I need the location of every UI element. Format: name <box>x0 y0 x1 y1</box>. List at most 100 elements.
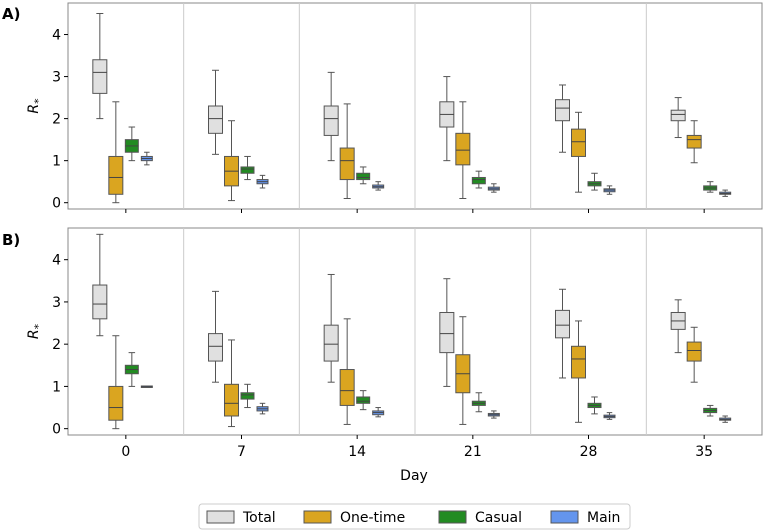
box-one-time-day-21 <box>455 316 471 425</box>
legend-label: Total <box>242 510 276 526</box>
x-tick-label: 28 <box>580 444 598 460</box>
box-one-time-day-14 <box>339 103 355 199</box>
y-tick-label: 2 <box>52 112 61 128</box>
box-body <box>686 341 702 362</box>
box-main-day-21 <box>487 183 500 193</box>
y-tick-label: 1 <box>52 379 61 395</box>
y-tick-label: 3 <box>52 70 61 86</box>
x-axis-label: Day <box>400 468 428 484</box>
x-tick-label: 14 <box>348 444 366 460</box>
box-one-time-day-0 <box>108 335 124 430</box>
box-body <box>356 396 371 404</box>
box-body <box>323 105 339 136</box>
box-total-day-28 <box>555 288 570 379</box>
box-main-day-28 <box>603 185 616 195</box>
box-body <box>471 176 486 185</box>
box-main-day-0 <box>140 151 153 166</box>
box-body <box>108 385 124 421</box>
box-total-day-7 <box>208 290 223 383</box>
legend-item-one-time: One-time <box>303 510 405 526</box>
box-body <box>571 128 586 157</box>
box-total-day-35 <box>670 299 686 354</box>
box-one-time-day-0 <box>108 101 124 204</box>
box-one-time-day-7 <box>224 339 239 428</box>
box-body <box>439 311 455 354</box>
box-one-time-day-35 <box>686 120 702 164</box>
box-one-time-day-14 <box>339 318 355 425</box>
box-total-day-14 <box>323 273 339 383</box>
box-body <box>92 59 108 94</box>
y-tick-label: 0 <box>52 422 61 438</box>
box-total-day-35 <box>670 97 686 139</box>
box-main-day-7 <box>256 402 269 415</box>
box-casual-day-35 <box>703 404 718 417</box>
box-one-time-day-21 <box>455 101 471 199</box>
box-body <box>670 109 686 122</box>
box-main-day-35 <box>719 415 732 423</box>
box-main-day-14 <box>372 407 385 418</box>
box-casual-day-28 <box>587 172 602 191</box>
box-casual-day-0 <box>124 352 139 387</box>
box-casual-day-21 <box>471 392 486 413</box>
box-body <box>323 324 339 362</box>
box-body <box>455 132 471 166</box>
box-total-day-0 <box>92 233 108 337</box>
box-body <box>571 345 586 379</box>
box-total-day-7 <box>208 69 223 155</box>
x-tick-label: 35 <box>695 444 713 460</box>
box-one-time-day-28 <box>571 111 586 193</box>
y-tick-label: 2 <box>52 337 61 353</box>
box-casual-day-0 <box>124 126 139 162</box>
box-total-day-0 <box>92 13 108 120</box>
box-total-day-14 <box>323 71 339 162</box>
box-total-day-21 <box>439 278 455 387</box>
box-casual-day-7 <box>240 383 255 409</box>
box-casual-day-35 <box>703 181 718 193</box>
box-body <box>108 155 124 195</box>
panel-letter: B) <box>2 231 20 249</box>
box-main-day-28 <box>603 412 616 420</box>
legend-swatch <box>206 510 235 524</box>
box-body <box>224 383 239 417</box>
box-body <box>555 99 570 122</box>
x-tick-label: 21 <box>464 444 482 460</box>
box-body <box>339 369 355 406</box>
box-one-time-day-7 <box>224 120 239 202</box>
box-body <box>686 134 702 149</box>
y-tick-label: 3 <box>52 295 61 311</box>
box-one-time-day-28 <box>571 320 586 423</box>
legend-label: Casual <box>475 510 522 526</box>
legend-item-total: Total <box>206 510 276 526</box>
box-one-time-day-35 <box>686 326 702 383</box>
box-casual-day-7 <box>240 155 255 181</box>
box-casual-day-21 <box>471 170 486 189</box>
x-tick-label: 0 <box>121 444 130 460</box>
box-total-day-28 <box>555 84 570 153</box>
box-casual-day-14 <box>356 390 371 411</box>
legend-item-main: Main <box>550 510 620 526</box>
box-main-day-7 <box>256 174 269 189</box>
box-main-day-21 <box>487 410 500 419</box>
legend-label: Main <box>587 510 620 526</box>
legend-item-casual: Casual <box>438 510 522 526</box>
box-body <box>356 172 371 181</box>
box-body <box>339 147 355 181</box>
box-main-day-14 <box>372 181 385 191</box>
legend-swatch <box>438 510 467 524</box>
box-body <box>555 309 570 339</box>
box-body <box>92 284 108 320</box>
box-casual-day-28 <box>587 396 602 415</box>
legend-swatch <box>303 510 332 524</box>
y-tick-label: 1 <box>52 154 61 170</box>
box-body <box>240 166 255 174</box>
box-main-day-0 <box>140 385 153 388</box>
y-tick-label: 4 <box>52 28 61 44</box>
box-body <box>208 105 223 134</box>
x-tick-label: 7 <box>237 444 246 460</box>
panel-1: B) 0 1 2 3 4 R* 0 7 14 21 28 35 <box>2 227 763 460</box>
panel-0: A) 0 1 2 3 4 R* <box>2 2 763 213</box>
panel-letter: A) <box>2 5 20 23</box>
y-axis-label: R* <box>26 323 45 339</box>
legend-label: One-time <box>340 510 405 526</box>
box-total-day-21 <box>439 76 455 162</box>
